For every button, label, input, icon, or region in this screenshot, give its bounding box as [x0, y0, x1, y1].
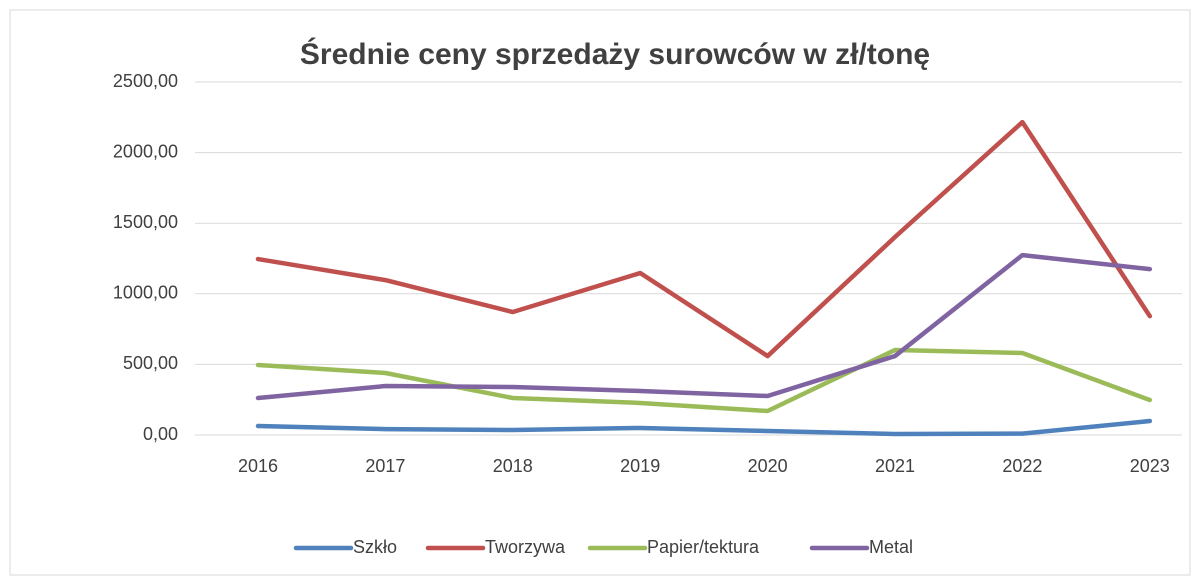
- x-tick-label: 2017: [365, 456, 405, 476]
- series-line: [255, 119, 1153, 359]
- x-tick-label: 2020: [748, 456, 788, 476]
- y-tick-label: 1000,00: [113, 283, 178, 303]
- x-tick-label: 2023: [1130, 456, 1170, 476]
- y-tick-label: 1500,00: [113, 212, 178, 232]
- legend-label: Metal: [869, 537, 913, 557]
- x-tick-label: 2018: [493, 456, 533, 476]
- y-tick-label: 500,00: [123, 353, 178, 373]
- legend-label: Tworzywa: [485, 537, 566, 557]
- y-tick-label: 2500,00: [113, 71, 178, 91]
- x-tick-label: 2016: [238, 456, 278, 476]
- x-tick-label: 2022: [1002, 456, 1042, 476]
- x-tick-label: 2019: [620, 456, 660, 476]
- series-line: [255, 252, 1153, 401]
- series-line: [255, 347, 1153, 414]
- x-tick-label: 2021: [875, 456, 915, 476]
- chart-title: Średnie ceny sprzedaży surowców w zł/ton…: [300, 37, 930, 71]
- legend-label: Szkło: [353, 537, 397, 557]
- y-tick-label: 2000,00: [113, 141, 178, 161]
- y-tick-label: 0,00: [143, 424, 178, 444]
- series-line: [255, 418, 1153, 437]
- chart-border: [9, 9, 1191, 576]
- legend-label: Papier/tektura: [647, 537, 760, 557]
